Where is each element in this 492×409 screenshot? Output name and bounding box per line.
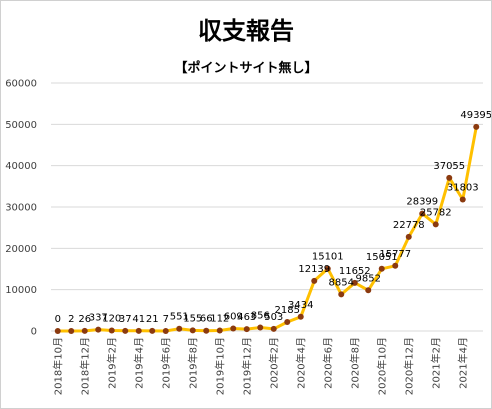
data-point bbox=[216, 327, 223, 334]
data-label: 11652 bbox=[339, 266, 371, 277]
data-point bbox=[257, 324, 264, 331]
data-label: 49395 bbox=[460, 110, 491, 121]
data-label: 112 bbox=[210, 314, 229, 325]
data-point bbox=[324, 265, 331, 272]
data-label: 503 bbox=[264, 312, 283, 323]
x-tick-label: 2020年10月 bbox=[375, 337, 388, 395]
data-label: 551 bbox=[170, 312, 189, 323]
data-label: 37055 bbox=[433, 161, 465, 172]
data-point bbox=[459, 196, 466, 203]
x-tick-label: 2019年6月 bbox=[159, 337, 172, 389]
y-tick-label: 50000 bbox=[5, 120, 37, 131]
data-label: 2 bbox=[68, 314, 74, 325]
data-label: 21 bbox=[146, 314, 159, 325]
data-label: 28399 bbox=[406, 197, 438, 208]
data-label: 31803 bbox=[447, 183, 479, 194]
data-label: 22778 bbox=[393, 220, 425, 231]
data-label: 15051 bbox=[366, 252, 398, 263]
data-label: 9852 bbox=[356, 273, 381, 284]
x-tick-label: 2019年8月 bbox=[186, 337, 199, 389]
data-label: 609 bbox=[224, 311, 243, 322]
data-label: 337 bbox=[89, 313, 108, 324]
data-point bbox=[230, 325, 237, 332]
data-point bbox=[149, 327, 156, 334]
chart-subtitle: 【ポイントサイト無し】 bbox=[174, 61, 318, 76]
data-point bbox=[284, 318, 291, 325]
x-tick-label: 2020年8月 bbox=[348, 337, 361, 389]
data-point bbox=[446, 174, 453, 181]
data-point bbox=[311, 277, 318, 284]
data-point bbox=[432, 221, 439, 228]
data-point bbox=[473, 123, 480, 130]
data-label: 25782 bbox=[420, 207, 452, 218]
data-label: 856 bbox=[251, 310, 270, 321]
y-tick-label: 30000 bbox=[5, 203, 37, 214]
data-point bbox=[135, 327, 142, 334]
data-label: 2185 bbox=[275, 305, 300, 316]
x-tick-label: 2018年12月 bbox=[78, 337, 91, 395]
data-label: 15101 bbox=[312, 252, 344, 263]
data-point bbox=[122, 327, 129, 334]
y-tick-label: 10000 bbox=[5, 285, 37, 296]
data-label: 15777 bbox=[379, 249, 411, 260]
chart-title: 収支報告 bbox=[198, 17, 294, 45]
data-point bbox=[243, 326, 250, 333]
data-label: 26 bbox=[78, 314, 91, 325]
y-tick-label: 20000 bbox=[5, 244, 37, 255]
x-tick-label: 2019年4月 bbox=[132, 337, 145, 389]
x-tick-label: 2020年12月 bbox=[402, 337, 415, 395]
data-label: 12139 bbox=[298, 264, 330, 275]
data-label: 3434 bbox=[288, 300, 313, 311]
data-point bbox=[405, 233, 412, 240]
data-point bbox=[419, 210, 426, 217]
x-tick-label: 2019年10月 bbox=[213, 337, 226, 395]
data-point bbox=[351, 279, 358, 286]
y-tick-label: 0 bbox=[31, 327, 37, 338]
data-point bbox=[270, 325, 277, 332]
y-tick-label: 40000 bbox=[5, 161, 37, 172]
data-point bbox=[54, 328, 61, 334]
x-tick-label: 2020年4月 bbox=[294, 337, 307, 389]
data-point bbox=[81, 327, 88, 334]
x-tick-label: 2019年12月 bbox=[240, 337, 253, 395]
x-tick-label: 2019年2月 bbox=[105, 337, 118, 389]
x-tick-label: 2021年4月 bbox=[456, 337, 469, 389]
x-tick-label: 2018年10月 bbox=[51, 337, 64, 395]
data-label: 66 bbox=[200, 314, 213, 325]
data-label: 37 bbox=[119, 314, 132, 325]
data-point bbox=[338, 291, 345, 298]
x-tick-label: 2020年6月 bbox=[321, 337, 334, 389]
data-point bbox=[68, 327, 75, 334]
data-point bbox=[95, 326, 102, 333]
data-point bbox=[162, 327, 169, 334]
data-point bbox=[108, 327, 115, 334]
data-point bbox=[176, 325, 183, 332]
x-tick-label: 2021年2月 bbox=[429, 337, 442, 389]
data-point bbox=[378, 265, 385, 272]
data-label: 41 bbox=[132, 314, 145, 325]
data-label: 8854 bbox=[329, 277, 354, 288]
data-label: 0 bbox=[55, 314, 61, 325]
data-label: 7 bbox=[163, 314, 169, 325]
data-label: 120 bbox=[102, 314, 121, 325]
data-point bbox=[392, 262, 399, 269]
data-label: 463 bbox=[237, 312, 256, 323]
data-point bbox=[189, 327, 196, 334]
x-tick-label: 2020年2月 bbox=[267, 337, 280, 389]
y-tick-label: 60000 bbox=[5, 79, 37, 90]
data-point bbox=[203, 327, 210, 334]
data-label: 155 bbox=[183, 313, 202, 324]
data-point bbox=[297, 313, 304, 320]
data-point bbox=[365, 287, 372, 294]
